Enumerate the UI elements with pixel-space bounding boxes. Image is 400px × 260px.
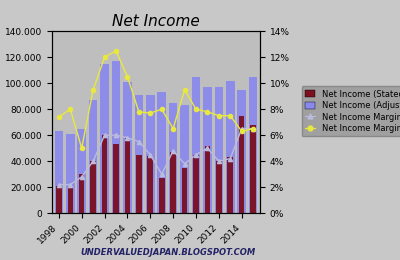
- Bar: [203, 87, 212, 213]
- Legend: Net Income (Stated), Net Income (Adjusted), Net Income Margin (Stated), Net Inco: Net Income (Stated), Net Income (Adjuste…: [302, 86, 400, 136]
- Bar: [249, 77, 258, 213]
- Bar: [169, 103, 178, 213]
- Bar: [112, 61, 120, 213]
- Bar: [182, 168, 187, 213]
- Bar: [136, 155, 142, 213]
- Title: Net Income: Net Income: [112, 14, 200, 29]
- Bar: [102, 135, 107, 213]
- Bar: [68, 186, 73, 213]
- Bar: [56, 186, 62, 213]
- Bar: [214, 87, 223, 213]
- Bar: [113, 144, 119, 213]
- Bar: [180, 105, 189, 213]
- Bar: [125, 138, 130, 213]
- Bar: [250, 125, 256, 213]
- Bar: [66, 134, 74, 213]
- Bar: [226, 81, 234, 213]
- Bar: [134, 95, 143, 213]
- Bar: [193, 155, 199, 213]
- Bar: [205, 146, 210, 213]
- Bar: [228, 157, 233, 213]
- Bar: [78, 129, 86, 213]
- Bar: [79, 174, 84, 213]
- Bar: [216, 161, 222, 213]
- Bar: [148, 156, 153, 213]
- Text: UNDERVALUEDJAPAN.BLOGSPOT.COM: UNDERVALUEDJAPAN.BLOGSPOT.COM: [80, 248, 256, 257]
- Bar: [238, 90, 246, 213]
- Bar: [123, 82, 132, 213]
- Y-axis label: Millions of Yen: Millions of Yen: [0, 88, 2, 157]
- Bar: [90, 161, 96, 213]
- Bar: [54, 131, 63, 213]
- Bar: [158, 92, 166, 213]
- Bar: [192, 77, 200, 213]
- Bar: [100, 64, 109, 213]
- Bar: [89, 100, 98, 213]
- Bar: [159, 178, 164, 213]
- Bar: [239, 116, 244, 213]
- Bar: [170, 152, 176, 213]
- Bar: [146, 95, 154, 213]
